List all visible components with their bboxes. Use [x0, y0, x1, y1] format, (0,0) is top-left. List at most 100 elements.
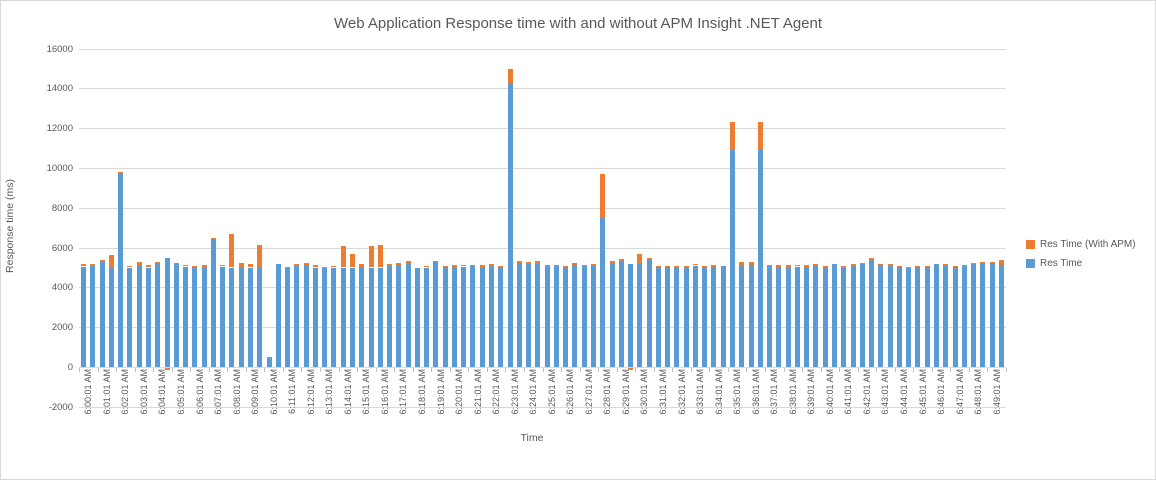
bar-res-time — [127, 267, 133, 367]
x-axis-tick — [598, 368, 600, 372]
bar-res-time — [433, 261, 439, 367]
x-axis-tick — [153, 368, 155, 372]
bar-res-time — [192, 266, 198, 367]
bar-res-time-with-apm — [535, 260, 541, 265]
x-axis-label: 6:49:01 AM — [991, 369, 1002, 415]
x-axis-tick — [561, 368, 563, 372]
bar-res-time-with-apm — [349, 253, 355, 268]
x-axis-tick — [245, 368, 247, 372]
bar-res-time — [581, 266, 587, 367]
bar-res-time — [971, 264, 977, 367]
x-axis-tick — [320, 368, 322, 372]
y-axis-tick-label: 2000 — [51, 322, 73, 334]
bar-res-time — [368, 267, 374, 367]
bar-res-time — [285, 268, 291, 367]
bar-res-time-with-apm — [201, 265, 207, 267]
bar-res-time — [859, 264, 865, 367]
y-axis-tick-label: 4000 — [51, 282, 73, 294]
gridline — [79, 88, 1006, 90]
bar-res-time-with-apm — [173, 262, 179, 265]
bar-res-time — [238, 266, 244, 367]
x-axis-label: 6:09:01 AM — [250, 369, 261, 415]
x-axis-label: 6:27:01 AM — [583, 369, 594, 415]
bar-res-time-with-apm — [878, 264, 884, 266]
bar-res-time — [479, 266, 485, 367]
bar-res-time — [359, 266, 365, 367]
bar-res-time — [711, 266, 717, 367]
bar-res-time — [767, 266, 773, 367]
bar-res-time-with-apm — [859, 263, 865, 265]
bar-res-time-with-apm — [739, 261, 745, 265]
x-axis-tick — [97, 368, 99, 372]
x-axis-label: 6:07:01 AM — [213, 369, 224, 415]
bar-res-time-with-apm — [896, 265, 902, 267]
bar-res-time-with-apm — [646, 257, 652, 261]
bar-res-time-with-apm — [247, 264, 253, 268]
bar-res-time — [266, 358, 272, 367]
bar-res-time — [247, 267, 253, 367]
bar-res-time — [294, 265, 300, 367]
bar-res-time-with-apm — [841, 266, 847, 269]
x-axis-label: 6:00:01 AM — [83, 369, 94, 415]
legend: Res Time (With APM) Res Time — [1026, 239, 1136, 277]
bar-res-time — [322, 268, 328, 367]
x-axis-label: 6:38:01 AM — [787, 369, 798, 415]
gridline — [79, 128, 1006, 130]
bar-res-time — [387, 265, 393, 367]
bar-res-time — [618, 260, 624, 367]
bar-res-time-with-apm — [822, 265, 828, 267]
x-axis-tick — [690, 368, 692, 372]
bar-res-time-with-apm — [692, 263, 698, 266]
bar-res-time — [943, 265, 949, 367]
bar-res-time — [90, 265, 96, 367]
bar-res-time-with-apm — [581, 264, 587, 267]
x-axis-label: 6:12:01 AM — [305, 369, 316, 415]
x-axis-label: 6:22:01 AM — [491, 369, 502, 415]
bar-res-time-with-apm — [980, 261, 986, 263]
x-axis-tick — [208, 368, 210, 372]
x-axis-tick — [783, 368, 785, 372]
bar-res-time — [489, 266, 494, 367]
bar-res-time-with-apm — [303, 262, 309, 265]
x-axis-label: 6:19:01 AM — [435, 369, 446, 415]
bar-res-time — [730, 150, 736, 367]
bar-res-time-with-apm — [776, 265, 782, 267]
bar-res-time-with-apm — [285, 267, 291, 269]
bar-res-time-with-apm — [220, 264, 226, 267]
bar-res-time — [590, 265, 596, 367]
bar-res-time — [739, 264, 745, 367]
bar-res-time-with-apm — [489, 263, 494, 267]
x-axis-tick — [857, 368, 859, 372]
bar-res-time-with-apm — [702, 265, 708, 267]
legend-item-res-time-with-apm: Res Time (With APM) — [1026, 239, 1136, 250]
y-axis-tick-label: -2000 — [48, 401, 73, 413]
bar-res-time — [405, 263, 411, 367]
bar-res-time-with-apm — [924, 266, 930, 268]
bar-res-time-with-apm — [516, 260, 522, 263]
bar-res-time-with-apm — [998, 260, 1004, 266]
y-axis-tick-label: 10000 — [46, 163, 73, 174]
bar-res-time — [461, 266, 467, 367]
bar-res-time-with-apm — [609, 260, 615, 264]
bar-res-time-with-apm — [192, 265, 198, 267]
bar-res-time-with-apm — [155, 261, 161, 264]
bar-res-time — [980, 262, 986, 367]
bar-res-time — [887, 265, 893, 367]
x-axis-tick — [746, 368, 748, 372]
gridline — [79, 168, 1006, 169]
bar-res-time-with-apm — [294, 264, 300, 266]
bar-res-time — [878, 264, 884, 367]
x-axis-label: 6:24:01 AM — [528, 369, 539, 415]
bar-res-time — [498, 267, 504, 367]
gridline — [79, 247, 1006, 249]
x-axis-tick — [171, 368, 173, 372]
bar-res-time — [804, 266, 810, 367]
bar-res-time-with-apm — [377, 245, 383, 268]
bar-res-time-with-apm — [99, 259, 105, 261]
bar-res-time — [822, 266, 828, 367]
bar-res-time-with-apm-negative — [628, 368, 634, 370]
bar-res-time — [164, 258, 170, 367]
bar-res-time — [563, 266, 569, 367]
bar-res-time — [349, 267, 355, 367]
x-axis-label: 6:43:01 AM — [880, 369, 891, 415]
